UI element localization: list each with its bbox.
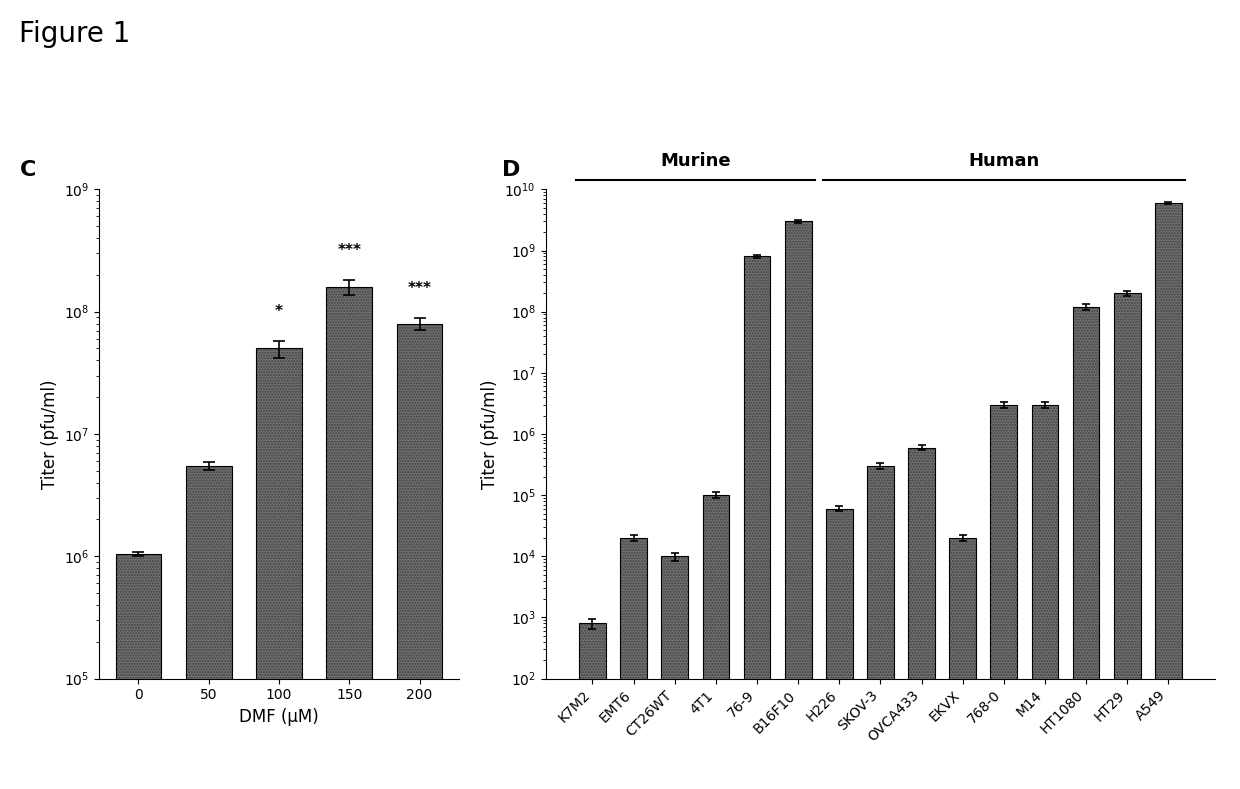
Bar xyxy=(661,556,688,789)
Text: ***: *** xyxy=(408,282,432,297)
Bar xyxy=(1154,203,1182,789)
Bar xyxy=(620,538,647,789)
Bar xyxy=(257,349,301,789)
Bar xyxy=(397,323,443,789)
Bar xyxy=(1073,307,1100,789)
Bar xyxy=(115,554,161,789)
Bar xyxy=(1154,203,1182,789)
Bar xyxy=(661,556,688,789)
Bar xyxy=(785,222,811,789)
Text: ***: *** xyxy=(337,243,361,258)
Bar xyxy=(186,466,232,789)
Bar xyxy=(620,538,647,789)
Bar xyxy=(397,323,443,789)
Bar xyxy=(1032,405,1058,789)
Bar xyxy=(579,623,606,789)
Bar xyxy=(826,509,853,789)
Bar xyxy=(1032,405,1058,789)
Bar xyxy=(908,447,935,789)
Bar xyxy=(785,222,811,789)
Bar xyxy=(326,286,372,789)
Bar xyxy=(867,466,894,789)
Text: Figure 1: Figure 1 xyxy=(19,20,130,47)
Bar xyxy=(186,466,232,789)
Bar xyxy=(579,623,606,789)
Bar xyxy=(744,256,770,789)
Bar xyxy=(1114,294,1141,789)
Y-axis label: Titer (pfu/ml): Titer (pfu/ml) xyxy=(41,380,58,488)
Bar xyxy=(703,495,729,789)
Text: *: * xyxy=(275,304,283,319)
X-axis label: DMF (μM): DMF (μM) xyxy=(239,708,319,726)
Bar xyxy=(950,538,976,789)
Text: Murine: Murine xyxy=(660,151,730,170)
Bar xyxy=(257,349,301,789)
Bar xyxy=(991,405,1017,789)
Bar xyxy=(991,405,1017,789)
Bar xyxy=(826,509,853,789)
Text: D: D xyxy=(502,160,521,180)
Text: C: C xyxy=(20,160,36,180)
Bar xyxy=(1114,294,1141,789)
Bar xyxy=(744,256,770,789)
Bar xyxy=(908,447,935,789)
Bar xyxy=(867,466,894,789)
Text: Human: Human xyxy=(968,151,1039,170)
Bar xyxy=(115,554,161,789)
Bar xyxy=(703,495,729,789)
Bar xyxy=(950,538,976,789)
Bar xyxy=(326,286,372,789)
Bar xyxy=(1073,307,1100,789)
Y-axis label: Titer (pfu/ml): Titer (pfu/ml) xyxy=(481,380,498,488)
